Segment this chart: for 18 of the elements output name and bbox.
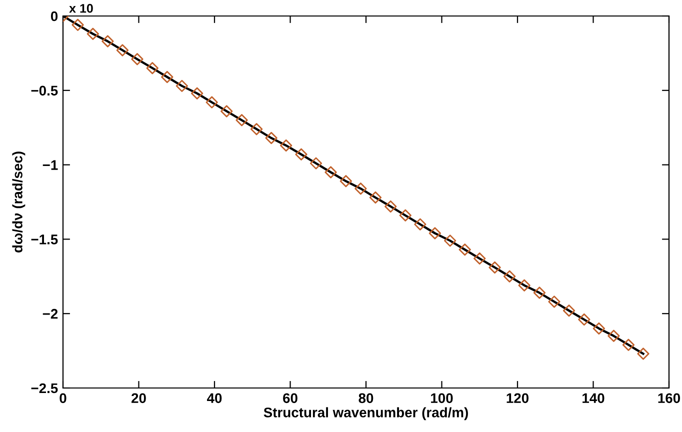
y-axis-title: dω/dν (rad/sec) bbox=[12, 152, 26, 252]
x-tick-label: 140 bbox=[582, 393, 604, 404]
x-tick-label: 60 bbox=[283, 393, 298, 404]
y-tick-label: −0.5 bbox=[31, 86, 58, 96]
x-tick-label: 40 bbox=[206, 393, 222, 404]
y-tick-label: −2 bbox=[42, 308, 58, 319]
y-tick-label: −1 bbox=[42, 160, 58, 170]
x-tick-label: 20 bbox=[132, 393, 146, 404]
text: x 10 bbox=[69, 4, 93, 13]
x-tick-label: 100 bbox=[431, 393, 453, 404]
y-tick-label: −2.5 bbox=[31, 383, 58, 394]
y-tick-label: −1.5 bbox=[31, 234, 58, 244]
x-tick-label: 160 bbox=[658, 393, 680, 404]
x-tick-label: 80 bbox=[358, 393, 374, 404]
x-tick-label: 120 bbox=[506, 393, 529, 404]
x-axis-title: Structural wavenumber (rad/m) bbox=[264, 407, 468, 420]
y-tick-label: 0 bbox=[50, 11, 58, 22]
x-tick-label: 0 bbox=[60, 393, 66, 404]
